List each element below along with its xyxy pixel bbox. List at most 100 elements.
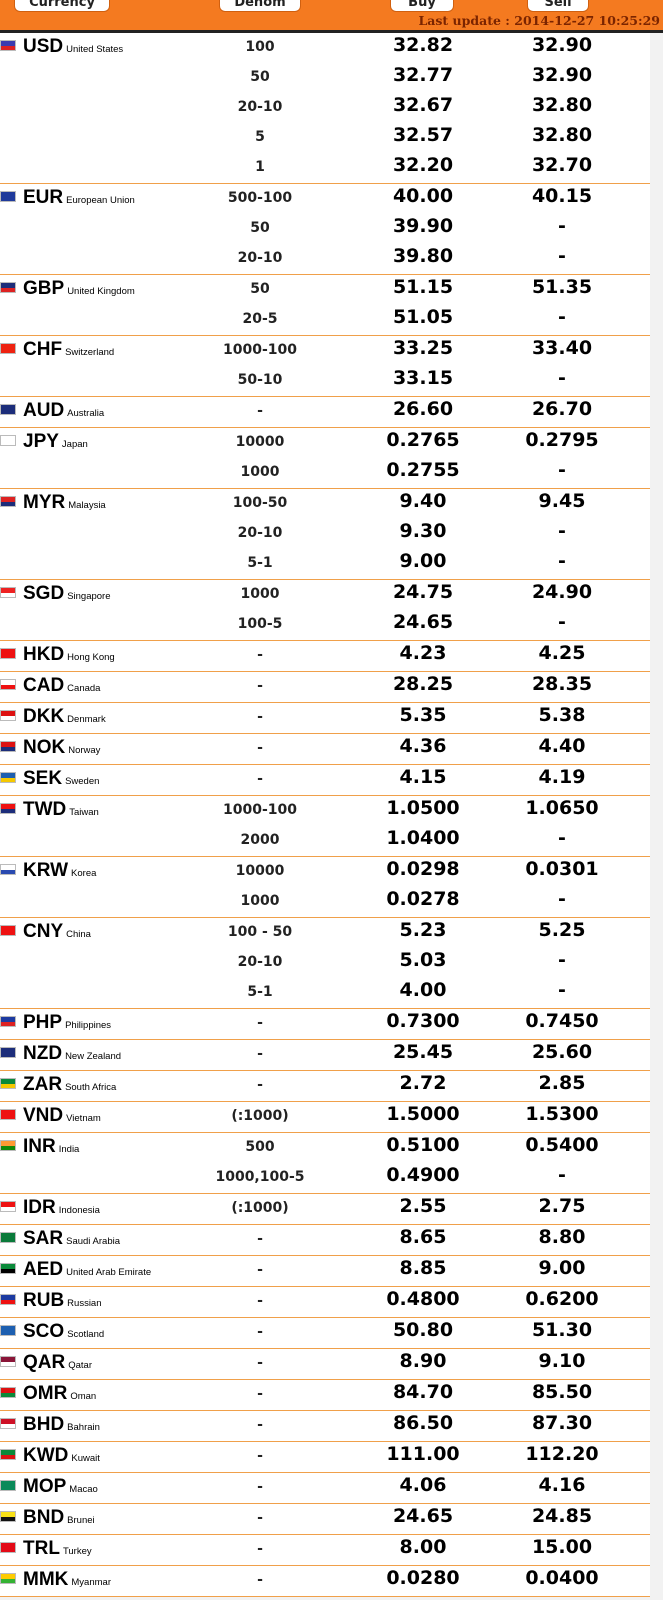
china-flag-icon — [0, 925, 16, 936]
buy-rate: 0.2755 — [386, 459, 460, 481]
rate-row: 2000 1.0400 - — [0, 826, 650, 856]
currency-code: MOP Macao — [23, 1476, 98, 1498]
currency-code: SCO Scotland — [23, 1321, 104, 1343]
rate-row: VND Vietnam (:1000) 1.5000 1.5300 — [0, 1102, 650, 1132]
sell-rate: 26.70 — [531, 398, 593, 420]
buy-rate: 40.00 — [392, 185, 454, 207]
rate-row: CNY China 100 - 50 5.23 5.25 — [0, 918, 650, 948]
buy-rate: 4.23 — [399, 642, 447, 664]
rate-row: 20-10 5.03 - — [0, 948, 650, 978]
sell-rate: 51.35 — [531, 276, 593, 298]
currency-group-gbp: GBP United Kingdom 50 51.15 51.35 20-5 51.05 - — [0, 275, 650, 336]
rate-row: NOK Norway - 4.36 4.40 — [0, 734, 650, 764]
sell-rate: 4.40 — [538, 735, 586, 757]
bahrain-flag-icon — [0, 1418, 16, 1429]
rate-row: SAR Saudi Arabia - 8.65 8.80 — [0, 1225, 650, 1255]
india-flag-icon — [0, 1140, 16, 1151]
rate-row: SGD Singapore 1000 24.75 24.90 — [0, 580, 650, 610]
buy-column-button[interactable]: Buy — [390, 0, 454, 12]
currency-code: IDR Indonesia — [23, 1197, 100, 1219]
macao-flag-icon — [0, 1480, 16, 1491]
sell-rate: - — [558, 888, 566, 910]
rate-row: MYR Malaysia 100-50 9.40 9.45 — [0, 489, 650, 519]
norway-flag-icon — [0, 741, 16, 752]
buy-rate: 1.0500 — [386, 797, 460, 819]
rate-row: 1000 0.2755 - — [0, 458, 650, 488]
rate-row: IDR Indonesia (:1000) 2.55 2.75 — [0, 1194, 650, 1224]
currency-code-text: NOK — [23, 737, 66, 758]
currency-code: QAR Qatar — [23, 1352, 92, 1374]
currency-group-trl: TRL Turkey - 8.00 15.00 — [0, 1535, 650, 1566]
currency-code: USD United States — [23, 36, 123, 58]
denomination: - — [257, 647, 263, 663]
buy-rate: 1.5000 — [386, 1103, 460, 1125]
currency-code: PHP Philippines — [23, 1012, 111, 1034]
currency-group-bhd: BHD Bahrain - 86.50 87.30 — [0, 1411, 650, 1442]
denomination: - — [257, 1510, 263, 1526]
currency-code: GBP United Kingdom — [23, 278, 135, 300]
hongkong-flag-icon — [0, 648, 16, 659]
denom-column-button[interactable]: Denom — [219, 0, 301, 12]
buy-rate: 51.05 — [392, 306, 454, 328]
country-name: Canada — [67, 683, 101, 694]
qatar-flag-icon — [0, 1356, 16, 1367]
buy-rate: 1.0400 — [386, 827, 460, 849]
sell-rate: 15.00 — [531, 1536, 593, 1558]
sell-rate: - — [558, 979, 566, 1001]
currency-group-eur: EUR European Union 500-100 40.00 40.15 50 39.9… — [0, 184, 650, 275]
currency-code-text: MMK — [23, 1569, 69, 1590]
currency-group-sco: SCO Scotland - 50.80 51.30 — [0, 1318, 650, 1349]
sell-rate: 0.5400 — [525, 1134, 599, 1156]
buy-rate: 0.5100 — [386, 1134, 460, 1156]
japan-flag-icon — [0, 435, 16, 446]
sell-rate: - — [558, 306, 566, 328]
currency-code-text: CHF — [23, 339, 63, 360]
buy-rate: 0.7300 — [386, 1010, 460, 1032]
taiwan-flag-icon — [0, 803, 16, 814]
currency-group-usd: USD United States 100 32.82 32.90 50 32.77 32.9… — [0, 33, 650, 184]
currency-group-myr: MYR Malaysia 100-50 9.40 9.45 20-10 9.30 - 5-1 9.… — [0, 489, 650, 580]
denomination: 10000 — [235, 434, 285, 450]
currency-group-sgd: SGD Singapore 1000 24.75 24.90 100-5 24.65 - — [0, 580, 650, 641]
currency-column-button[interactable]: Currency — [14, 0, 110, 12]
country-name: Qatar — [68, 1360, 92, 1371]
denomination: - — [257, 771, 263, 787]
denomination: 20-10 — [237, 954, 283, 970]
country-name: China — [66, 929, 91, 940]
buy-rate: 2.55 — [399, 1195, 447, 1217]
currency-group-nzd: NZD New Zealand - 25.45 25.60 — [0, 1040, 650, 1071]
buy-rate: 0.0298 — [386, 858, 460, 880]
korea-flag-icon — [0, 864, 16, 875]
denomination: 50-10 — [237, 372, 283, 388]
currency-code: DKK Denmark — [23, 706, 106, 728]
denomination: - — [257, 1324, 263, 1340]
currency-code-text: CAD — [23, 675, 65, 696]
country-name: New Zealand — [65, 1051, 122, 1062]
rate-row: INR India 500 0.5100 0.5400 — [0, 1133, 650, 1163]
buy-rate: 39.90 — [392, 215, 454, 237]
denomination: 50 — [250, 281, 270, 297]
rate-row: ZAR South Africa - 2.72 2.85 — [0, 1071, 650, 1101]
currency-code: TWD Taiwan — [23, 799, 99, 821]
currency-code: CNY China — [23, 921, 91, 943]
rate-row: QAR Qatar - 8.90 9.10 — [0, 1349, 650, 1379]
buy-rate: 111.00 — [386, 1443, 460, 1465]
currency-code: MMK Myanmar — [23, 1569, 111, 1591]
sell-rate: 0.2795 — [525, 429, 599, 451]
country-name: Singapore — [67, 591, 111, 602]
denomination: 100 - 50 — [227, 924, 293, 940]
denomination: - — [257, 1262, 263, 1278]
buy-rate: 8.85 — [399, 1257, 447, 1279]
country-name: Denmark — [67, 714, 106, 725]
sell-column-button[interactable]: Sell — [527, 0, 589, 12]
sell-rate: 112.20 — [525, 1443, 599, 1465]
buy-rate: 0.4800 — [386, 1288, 460, 1310]
currency-code: OMR Oman — [23, 1383, 96, 1405]
country-name: Oman — [70, 1391, 97, 1402]
sell-rate: 85.50 — [531, 1381, 593, 1403]
uk-flag-icon — [0, 282, 16, 293]
country-name: Philippines — [65, 1020, 112, 1031]
currency-group-hkd: HKD Hong Kong - 4.23 4.25 — [0, 641, 650, 672]
country-name: Turkey — [62, 1546, 92, 1557]
currency-code-text: AUD — [23, 400, 65, 421]
